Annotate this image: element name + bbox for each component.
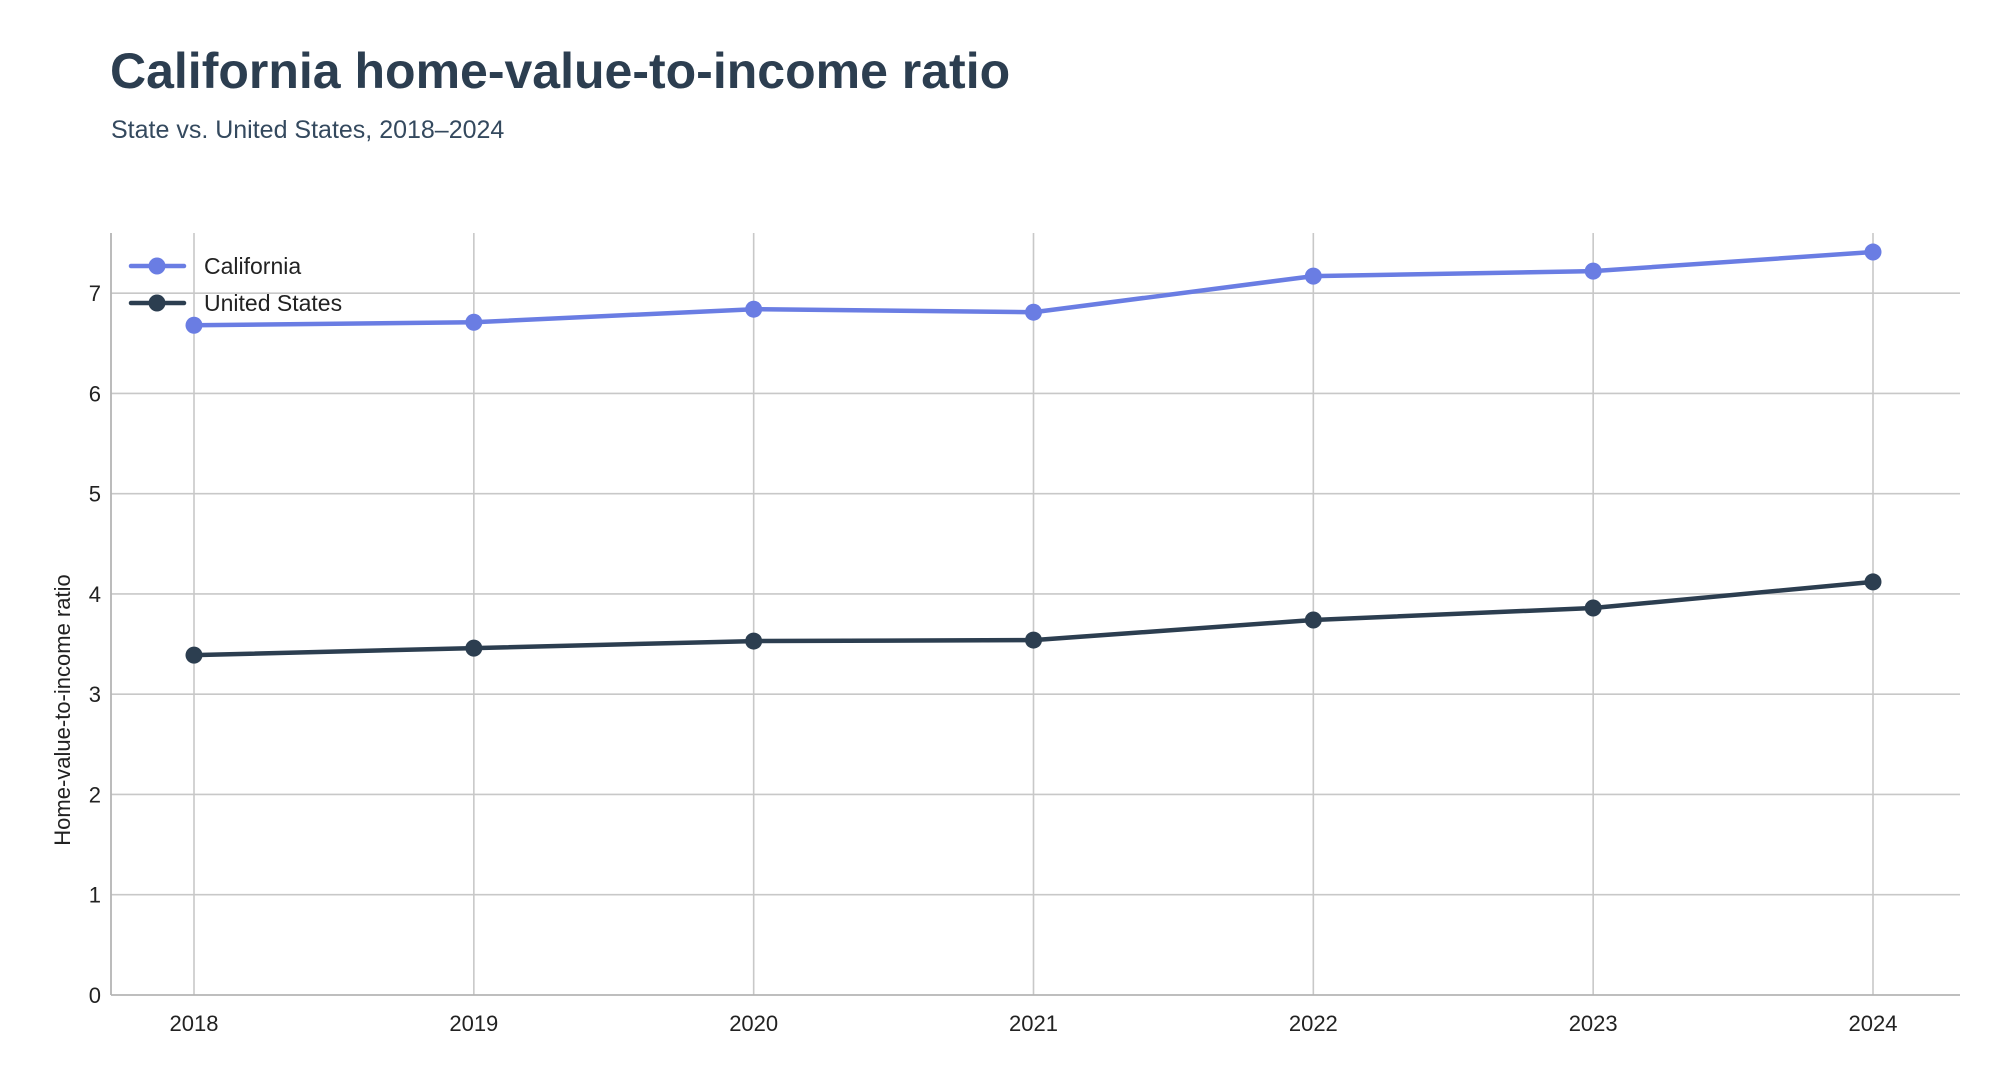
data-point-united-states	[185, 646, 203, 664]
x-tick-label: 2019	[449, 1011, 498, 1036]
y-tick-label: 6	[89, 381, 101, 406]
legend-label-united-states: United States	[204, 290, 342, 316]
y-tick-label: 4	[89, 582, 101, 607]
y-tick-label: 1	[89, 883, 101, 908]
series-layer	[185, 243, 1882, 664]
legend: California United States	[128, 253, 342, 316]
data-point-california	[465, 313, 483, 331]
chart-subtitle: State vs. United States, 2018–2024	[111, 116, 505, 144]
y-tick-label: 5	[89, 482, 101, 507]
legend-marker-california	[148, 257, 166, 275]
data-point-united-states	[1584, 599, 1602, 617]
data-point-united-states	[1864, 573, 1882, 591]
y-tick-label: 0	[89, 983, 101, 1008]
y-tick-label: 2	[89, 782, 101, 807]
legend-marker-united-states	[148, 294, 166, 312]
x-tick-label: 2021	[1009, 1011, 1058, 1036]
x-tick-label: 2018	[170, 1011, 219, 1036]
data-point-california	[745, 300, 763, 318]
grid-lines	[111, 233, 1960, 995]
data-point-california	[1864, 243, 1882, 261]
data-point-california	[1304, 267, 1322, 285]
legend-label-california: California	[204, 253, 301, 279]
chart-title: California home-value-to-income ratio	[110, 43, 1011, 99]
y-tick-label: 7	[89, 281, 101, 306]
x-tick-labels: 2018 2019 2020 2021 2022 2023 2024	[170, 1011, 1898, 1036]
y-tick-labels: 0 1 2 3 4 5 6 7	[89, 281, 101, 1008]
data-point-united-states	[1025, 631, 1042, 649]
axes	[110, 233, 1960, 996]
y-axis-label: Home-value-to-income ratio	[50, 574, 75, 845]
x-tick-label: 2020	[729, 1011, 778, 1036]
data-point-california	[185, 316, 203, 334]
x-tick-label: 2022	[1289, 1011, 1338, 1036]
data-point-united-states	[745, 632, 763, 650]
y-tick-label: 3	[89, 682, 101, 707]
data-point-california	[1025, 303, 1042, 321]
data-point-united-states	[465, 639, 483, 657]
data-point-united-states	[1304, 611, 1322, 629]
data-point-california	[1584, 262, 1602, 280]
x-tick-label: 2023	[1569, 1011, 1618, 1036]
x-tick-label: 2024	[1849, 1011, 1898, 1036]
